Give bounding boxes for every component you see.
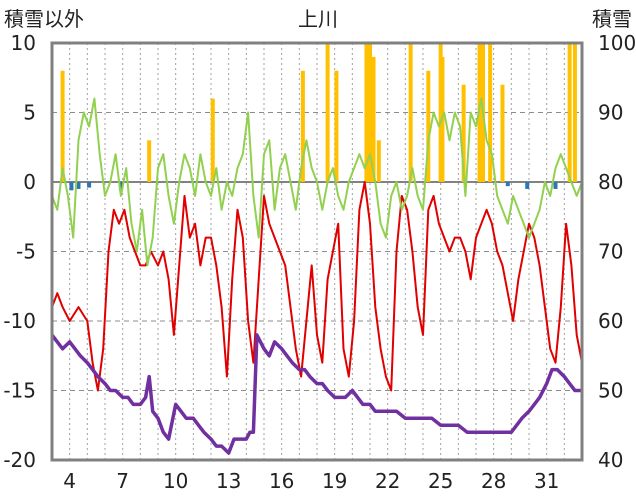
x-tick-label: 28 — [481, 469, 506, 493]
y-left-tick-label: 0 — [23, 170, 36, 194]
y-right-tick-label: 70 — [598, 240, 623, 264]
bar — [500, 84, 505, 182]
y-right-tick-label: 40 — [598, 448, 623, 472]
x-tick-label: 10 — [163, 469, 188, 493]
x-tick-label: 7 — [116, 469, 129, 493]
bar-series — [60, 43, 577, 191]
left-axis-title: 積雪以外 — [4, 7, 84, 31]
bar — [525, 182, 530, 189]
bar — [334, 70, 339, 182]
bar — [60, 70, 65, 182]
bar — [325, 43, 330, 182]
x-tick-label: 22 — [375, 469, 400, 493]
x-tick-label: 16 — [269, 469, 294, 493]
bar — [371, 56, 376, 182]
x-tick-label: 4 — [63, 469, 76, 493]
bar — [488, 43, 493, 182]
y-right-tick-label: 100 — [598, 31, 636, 55]
y-left-tick-label: 10 — [11, 31, 36, 55]
plot-frame — [50, 41, 584, 462]
y-right-tick-label: 80 — [598, 170, 623, 194]
y-right-tick-label: 60 — [598, 309, 623, 333]
bar — [76, 182, 81, 189]
right-axis-ticks: 100 90 80 70 60 50 40 — [598, 31, 636, 472]
line-series — [50, 97, 583, 455]
x-axis-ticks: 4 7 10 13 16 19 22 25 28 31 — [63, 469, 559, 493]
bar — [69, 182, 74, 191]
series-line-green — [51, 97, 583, 267]
bar — [87, 182, 92, 188]
y-left-tick-label: -10 — [3, 309, 36, 333]
y-right-tick-label: 90 — [598, 101, 623, 125]
y-left-tick-label: 5 — [23, 101, 36, 125]
y-left-tick-label: -5 — [16, 240, 36, 264]
left-axis-ticks: 10 5 0 -5 -10 -15 -20 — [3, 31, 36, 472]
chart-title: 上川 — [298, 7, 338, 31]
bar — [553, 182, 558, 189]
bar — [376, 140, 381, 182]
bar — [567, 43, 572, 182]
bar — [368, 43, 372, 182]
bar — [300, 70, 305, 182]
x-tick-label: 25 — [428, 469, 453, 493]
x-tick-label: 19 — [322, 469, 347, 493]
x-tick-label: 31 — [534, 469, 559, 493]
x-tick-label: 13 — [216, 469, 241, 493]
y-left-tick-label: -20 — [3, 448, 36, 472]
bar — [426, 70, 431, 182]
bar — [147, 140, 152, 182]
bar — [118, 182, 123, 191]
bar — [505, 182, 510, 187]
bar — [210, 98, 215, 182]
y-right-tick-label: 50 — [598, 379, 623, 403]
bar — [461, 84, 466, 182]
bar — [364, 43, 369, 182]
right-axis-title: 積雪 — [592, 7, 632, 31]
y-left-tick-label: -15 — [3, 379, 36, 403]
bar — [408, 43, 413, 182]
bar — [572, 43, 577, 182]
series-line-purple — [50, 333, 582, 455]
